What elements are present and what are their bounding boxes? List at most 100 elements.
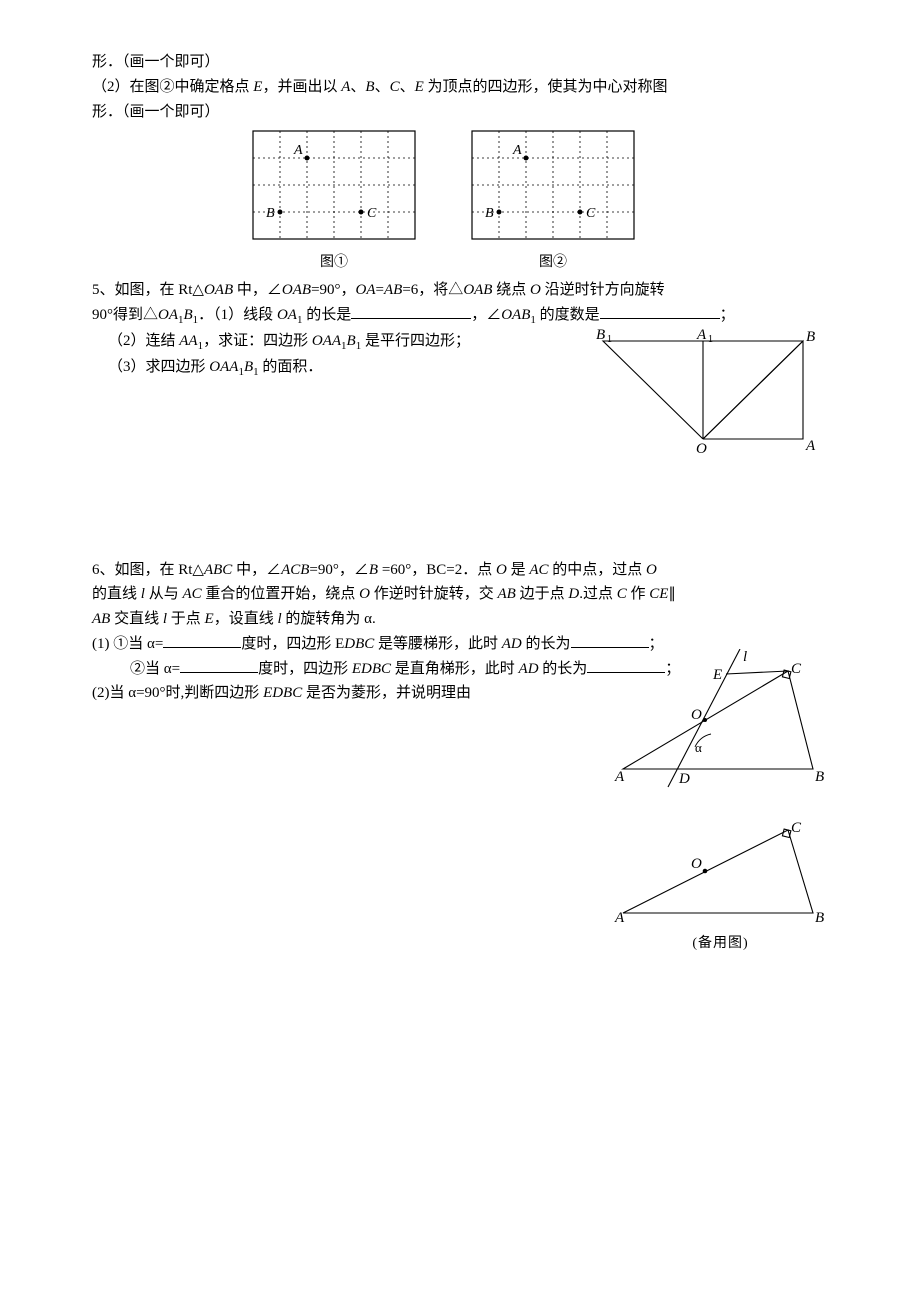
txt: 沿逆时针方向旋转 [541, 282, 665, 298]
lbl: EDBC [263, 685, 302, 701]
lbl: OAB [463, 282, 492, 298]
grids-container: A B C 图① A B C 图② [252, 130, 828, 274]
q5-figure: B1 A1 B O A [588, 329, 828, 463]
grid-1-label: 图① [252, 251, 416, 274]
paragraph-2b: 形．（画一个即可） [92, 100, 828, 125]
txt: ∥ [668, 586, 676, 602]
txt: 的长为 [539, 661, 588, 677]
q6-line1: 6、如图，在 Rt△ABC 中，∠ACB=90°，∠B =60°，BC=2．点 … [92, 558, 828, 583]
txt: 度时，四边形 [258, 661, 352, 677]
txt: ； [665, 661, 680, 677]
txt: （3）求四边形 [108, 359, 209, 375]
txt: 的旋转角为 α. [282, 611, 376, 627]
lbl: OA [356, 282, 376, 298]
blank-2[interactable] [600, 305, 720, 319]
lbl: O [359, 586, 370, 602]
blank-1[interactable] [351, 305, 471, 319]
txt: 、 [375, 79, 390, 95]
lbl: AD [519, 661, 539, 677]
svg-text:D: D [678, 771, 690, 787]
lbl: AB [384, 282, 402, 298]
lbl: D [568, 586, 579, 602]
label-C: C [390, 79, 400, 95]
lbl: C [617, 586, 627, 602]
txt: 绕点 [492, 282, 530, 298]
lbl: OAA [209, 359, 238, 375]
txt: 的度数是 [536, 307, 600, 323]
blank-3[interactable] [163, 634, 241, 648]
txt: 边于点 [516, 586, 569, 602]
paragraph-2: （2）在图②中确定格点 E，并画出以 A、B、C、E 为顶点的四边形，使其为中心… [92, 75, 828, 100]
lbl: AB [498, 586, 516, 602]
svg-text:A: A [512, 143, 522, 158]
q6-fig2: C O A B [613, 818, 828, 923]
grid-1: A B C [252, 130, 416, 240]
lbl: O [646, 562, 657, 578]
txt: ．（1）线段 [198, 307, 277, 323]
lbl: EDBC [352, 661, 391, 677]
grid-2: A B C [471, 130, 635, 240]
svg-text:B: B [815, 769, 824, 785]
blank-6[interactable] [587, 659, 665, 673]
txt: 于点 [167, 611, 205, 627]
txt: 、 [400, 79, 415, 95]
svg-text:1: 1 [708, 334, 713, 345]
grid-2-label: 图② [471, 251, 635, 274]
txt: 的直线 [92, 586, 141, 602]
txt: 是直角梯形，此时 [391, 661, 519, 677]
txt: 6、如图，在 Rt△ [92, 562, 204, 578]
lbl: OAB [204, 282, 233, 298]
txt: ，并画出以 [262, 79, 341, 95]
txt: =60°，BC=2．点 [378, 562, 496, 578]
txt: ； [720, 307, 735, 323]
lbl: E [205, 611, 214, 627]
txt: ； [649, 636, 664, 652]
txt: （2）在图②中确定格点 [92, 79, 253, 95]
lbl: ABC [204, 562, 232, 578]
txt: (1) ①当 α= [92, 636, 163, 652]
txt: （2）连结 [108, 333, 179, 349]
svg-text:C: C [586, 206, 596, 221]
txt: .过点 [579, 586, 617, 602]
txt: ，∠ [471, 307, 501, 323]
q5-line1: 5、如图，在 Rt△OAB 中，∠OAB=90°，OA=AB=6，将△OAB 绕… [92, 278, 828, 303]
svg-text:A: A [614, 769, 625, 785]
svg-text:C: C [791, 820, 802, 836]
label-B: B [365, 79, 374, 95]
svg-text:C: C [367, 206, 377, 221]
svg-text:B: B [266, 206, 275, 221]
txt: 从与 [145, 586, 183, 602]
blank-4[interactable] [571, 634, 649, 648]
lbl: B [184, 307, 193, 323]
svg-text:A: A [293, 143, 303, 158]
svg-text:l: l [743, 649, 747, 665]
q6-fig2-caption: (备用图) [613, 932, 828, 955]
txt: 5、如图，在 Rt△ [92, 282, 204, 298]
lbl: AC [182, 586, 201, 602]
lbl: DBC [344, 636, 374, 652]
svg-text:B: B [806, 329, 815, 345]
lbl: OAA [312, 333, 341, 349]
svg-text:A: A [696, 329, 707, 343]
blank-5[interactable] [180, 659, 258, 673]
lbl: AA [179, 333, 197, 349]
grid-2-wrap: A B C 图② [471, 130, 635, 274]
txt: ②当 α= [130, 661, 180, 677]
txt: = [376, 282, 384, 298]
lbl: O [530, 282, 541, 298]
txt: 的长为 [522, 636, 571, 652]
lbl: AB [92, 611, 110, 627]
txt: (2)当 α=90°时,判断四边形 [92, 685, 263, 701]
txt: 重合的位置开始，绕点 [202, 586, 360, 602]
q5-svg: B1 A1 B O A [588, 329, 828, 454]
txt: 是否为菱形，并说明理由 [302, 685, 471, 701]
q6-line3: AB 交直线 l 于点 E，设直线 l 的旋转角为 α. [92, 607, 828, 632]
svg-text:A: A [805, 438, 816, 454]
svg-text:B: B [815, 910, 824, 923]
fragment-line-1: 形．（画一个即可） [92, 50, 828, 75]
txt: ，求证：四边形 [203, 333, 312, 349]
lbl: O [496, 562, 507, 578]
svg-text:α: α [695, 740, 702, 755]
q5-line2: 90°得到△OA1B1．（1）线段 OA1 的长是，∠OAB1 的度数是； [92, 303, 828, 329]
txt: 的中点，过点 [549, 562, 647, 578]
